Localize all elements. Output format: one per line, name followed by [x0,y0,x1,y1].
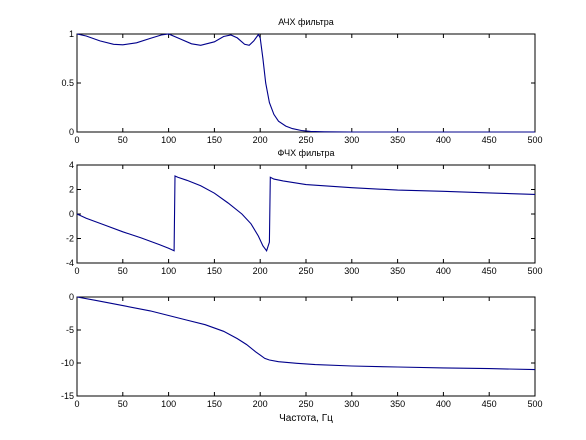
x-tick-label: 300 [344,266,359,276]
x-tick-label: 150 [207,266,222,276]
x-tick-label: 0 [74,135,79,145]
x-tick-label: 450 [482,399,497,409]
y-tick-label: 0 [69,292,74,302]
x-tick-label: 500 [527,399,542,409]
amplitude-response-plot: 0 50 100 150 200 250 300 350 400 450 500 0 0.5 1 АЧХ ф… [61,17,542,145]
x-tick-label: 100 [161,399,176,409]
axes-box [76,33,536,133]
x-tick-label: 0 [74,399,79,409]
axes-box [76,296,536,397]
y-tick-label: 0 [69,127,74,137]
chart-title: ФЧХ фильтра [278,148,335,158]
x-tick-label: 200 [253,399,268,409]
y-tick-label: 2 [69,185,74,195]
x-tick-label: 350 [390,266,405,276]
y-tick-label: -2 [66,234,74,244]
phase-unwrapped-plot: 0 50 100 150 200 250 300 350 400 450 500 -15 -10 -5 0 Ч… [61,292,543,424]
chart-title: АЧХ фильтра [278,17,334,27]
x-tick-label: 0 [74,266,79,276]
y-tick-label: -4 [66,258,74,268]
x-tick-label: 250 [298,266,313,276]
x-tick-label: 400 [436,266,451,276]
y-tick-label: -5 [66,325,74,335]
phase-response-plot: 0 50 100 150 200 250 300 350 400 450 500 -4 -2 0 2 4 ФЧХ… [66,148,543,276]
x-tick-label: 200 [253,266,268,276]
y-tick-label: 0 [69,209,74,219]
y-tick-label: -15 [61,391,74,401]
x-tick-label: 150 [207,135,222,145]
x-tick-label: 450 [482,135,497,145]
axes-box [76,164,536,264]
unwrapped-series-line [76,296,536,371]
x-tick-label: 400 [436,135,451,145]
y-tick-label: -10 [61,358,74,368]
x-tick-label: 200 [253,135,268,145]
x-tick-label: 400 [436,399,451,409]
x-tick-label: 300 [344,135,359,145]
x-tick-label: 250 [298,135,313,145]
x-tick-label: 450 [482,266,497,276]
x-tick-label: 300 [344,399,359,409]
x-tick-label: 50 [118,399,128,409]
y-tick-label: 4 [69,160,74,170]
x-tick-label: 350 [390,135,405,145]
x-tick-label: 350 [390,399,405,409]
amplitude-series-line [76,33,535,133]
x-tick-label: 150 [207,399,222,409]
x-axis-label: Частота, Гц [279,413,333,424]
y-tick-label: 0.5 [61,78,74,88]
x-tick-label: 50 [118,266,128,276]
x-tick-label: 100 [161,135,176,145]
phase-series-line [76,175,536,252]
x-tick-label: 100 [161,266,176,276]
x-tick-label: 500 [527,266,542,276]
x-tick-label: 250 [298,399,313,409]
x-tick-label: 500 [527,135,542,145]
y-tick-label: 1 [69,29,74,39]
x-tick-label: 50 [118,135,128,145]
